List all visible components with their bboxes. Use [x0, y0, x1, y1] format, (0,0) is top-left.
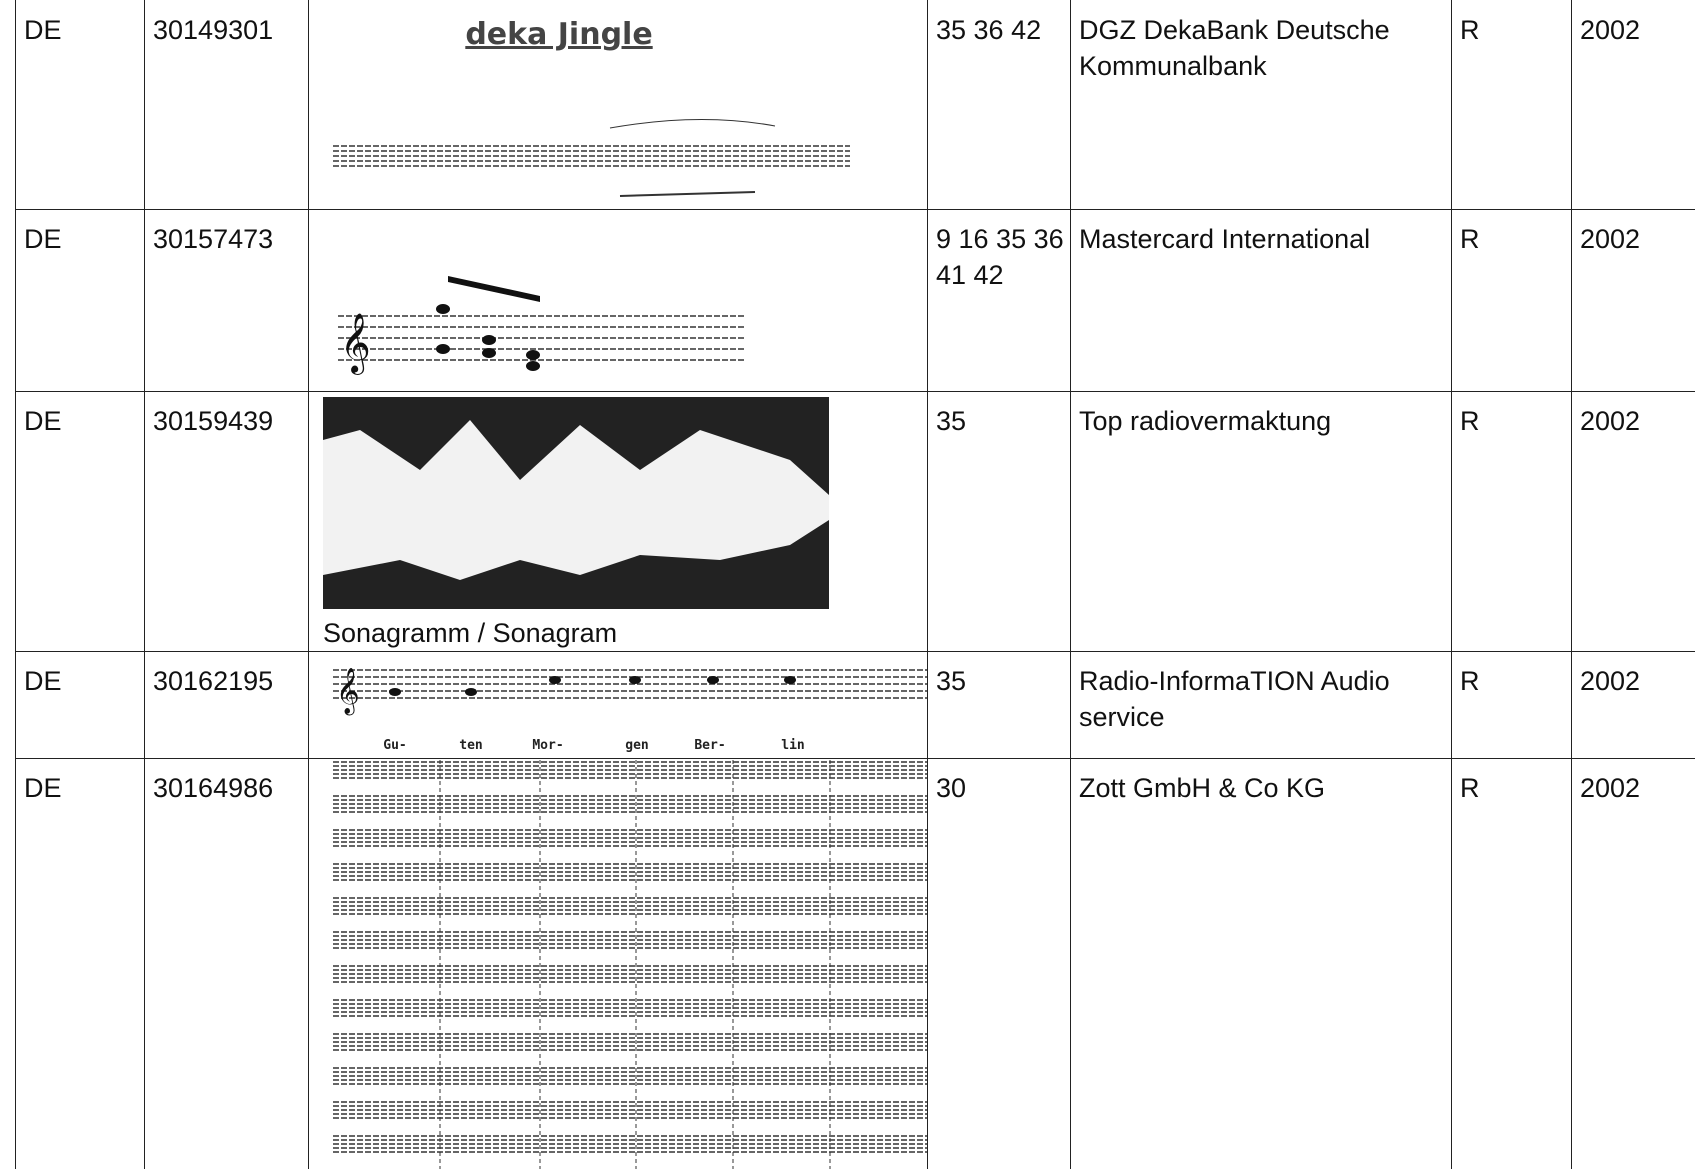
table-cell: R: [1460, 15, 1480, 45]
column-border: [1571, 0, 1572, 1169]
table-cell: 35: [936, 406, 967, 436]
note-head: [436, 304, 450, 314]
note-head: [707, 676, 719, 684]
clef: 𝄞: [336, 668, 360, 716]
table-cell: Radio-InformaTION Audio service: [1079, 666, 1390, 732]
note-head: [389, 688, 401, 696]
table-cell: 2002: [1580, 666, 1641, 696]
table-cell: 30159439: [153, 406, 274, 436]
table-cell: R: [1460, 773, 1480, 803]
note-head: [482, 335, 496, 345]
column-border: [144, 0, 145, 1169]
table-cell: R: [1460, 224, 1480, 254]
table-cell: 2002: [1580, 773, 1641, 803]
table-cell: DE: [24, 224, 62, 254]
beam: [448, 276, 540, 302]
column-border: [1070, 0, 1071, 1169]
table-cell: 30157473: [153, 224, 274, 254]
column-border: [15, 0, 16, 1169]
table-cell: 2002: [1580, 15, 1641, 45]
table-cell: DE: [24, 666, 62, 696]
clef: 𝄞: [340, 313, 371, 375]
table-cell: R: [1460, 666, 1480, 696]
lyric: Gu-: [383, 738, 406, 753]
table-cell: DE: [24, 406, 62, 436]
lyric: lin: [781, 738, 804, 753]
slur: [609, 118, 776, 129]
row-border: [15, 758, 1695, 759]
sonagram-light: [323, 420, 829, 580]
table-cell: 30162195: [153, 666, 274, 696]
table-cell: 9 16 35 36 41 42: [936, 224, 1064, 290]
table-cell: 2002: [1580, 406, 1641, 436]
lyric: Ber-: [694, 738, 725, 753]
row-border: [15, 651, 1695, 652]
table-cell: DGZ DekaBank Deutsche Kommunalbank: [1079, 15, 1390, 81]
table-cell: 30: [936, 773, 967, 803]
column-border: [927, 0, 928, 1169]
row-border: [15, 209, 1695, 210]
lyric: Mor-: [532, 738, 563, 753]
table-cell: 2002: [1580, 224, 1641, 254]
table-cell: DE: [24, 15, 62, 45]
note-head: [784, 676, 796, 684]
table-cell: 30164986: [153, 773, 274, 803]
note-head: [465, 688, 477, 696]
table-cell: Zott GmbH & Co KG: [1079, 773, 1326, 803]
note-head: [482, 348, 496, 358]
lyric: ten: [459, 738, 482, 753]
lyric: gen: [625, 738, 648, 753]
staff-line: [619, 191, 756, 197]
table-cell: Top radiovermaktung: [1079, 406, 1332, 436]
image-caption: Sonagramm / Sonagram: [323, 618, 617, 648]
note-head: [526, 350, 540, 360]
table-cell: R: [1460, 406, 1480, 436]
column-border: [308, 0, 309, 1169]
note-head: [526, 361, 540, 371]
table-cell: 35 36 42: [936, 15, 1042, 45]
row-border: [15, 391, 1695, 392]
note-head: [436, 344, 450, 354]
table-cell: 35: [936, 666, 967, 696]
column-border: [1451, 0, 1452, 1169]
note-head: [549, 676, 561, 684]
image-title: deka Jingle: [465, 17, 652, 52]
table-cell: 30149301: [153, 15, 274, 45]
table-cell: DE: [24, 773, 62, 803]
note-head: [629, 676, 641, 684]
table-cell: Mastercard International: [1079, 224, 1371, 254]
